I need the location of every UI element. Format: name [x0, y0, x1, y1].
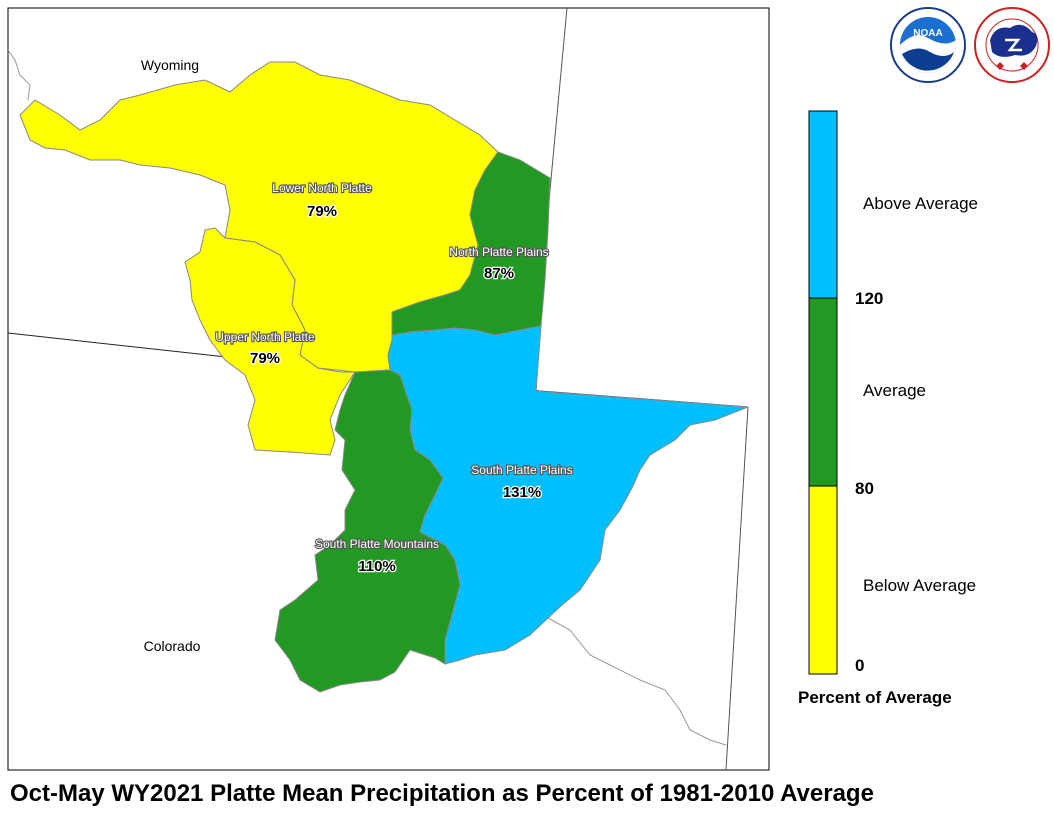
- legend-swatch-average: [808, 297, 838, 487]
- legend: Above Average Average Below Average 120 …: [798, 110, 978, 707]
- basin-name-north-platte-plains: North Platte Plains: [449, 245, 548, 259]
- legend-swatch-above-average: [808, 110, 838, 299]
- legend-tick-80: 80: [855, 479, 874, 498]
- noaa-logo-text: NOAA: [913, 28, 942, 39]
- basin-percent-upper-north-platte: 79%: [250, 350, 280, 367]
- basin-name-upper-north-platte: Upper North Platte: [215, 330, 315, 344]
- nws-logo: [974, 7, 1050, 83]
- basin-percent-lower-north-platte: 79%: [307, 203, 337, 220]
- figure-title: Oct-May WY2021 Platte Mean Precipitation…: [10, 780, 874, 807]
- legend-title: Percent of Average: [798, 688, 952, 707]
- legend-label-above-average: Above Average: [863, 194, 978, 213]
- basin-percent-south-platte-mountains: 110%: [358, 558, 396, 575]
- outer-basin-outline-south: [547, 617, 727, 746]
- legend-tick-0: 0: [855, 656, 864, 675]
- state-label-wyoming: Wyoming: [141, 57, 199, 73]
- outer-basin-outline-west: [7, 49, 31, 101]
- basin-percent-north-platte-plains: 87%: [484, 265, 514, 282]
- basin-south-platte-plains: [387, 325, 749, 665]
- legend-label-average: Average: [863, 381, 926, 400]
- legend-tick-120: 120: [855, 289, 883, 308]
- basin-name-lower-north-platte: Lower North Platte: [272, 181, 372, 195]
- legend-swatch-below-average: [808, 485, 838, 675]
- colorado-east-border: [725, 406, 749, 771]
- basin-percent-south-platte-plains: 131%: [503, 484, 541, 501]
- basin-name-south-platte-mountains: South Platte Mountains: [315, 537, 439, 551]
- legend-label-below-average: Below Average: [863, 576, 976, 595]
- basin-name-south-platte-plains: South Platte Plains: [471, 463, 572, 477]
- noaa-logo: NOAA: [890, 7, 966, 83]
- state-label-colorado: Colorado: [144, 638, 201, 654]
- basin-upper-north-platte: [184, 227, 356, 456]
